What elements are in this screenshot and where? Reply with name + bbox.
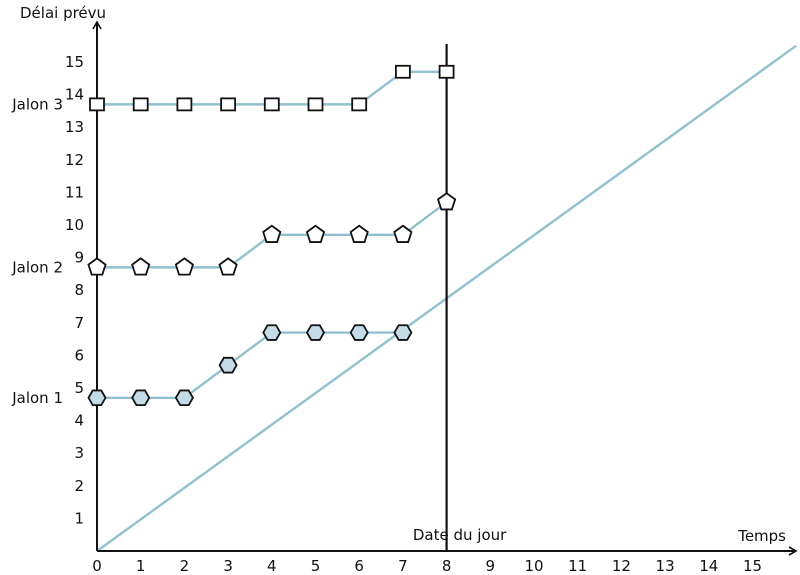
x-tick-label: 14 [699, 557, 718, 575]
marker-jalon-3 [89, 97, 105, 112]
x-tick-label: 3 [223, 557, 233, 575]
y-tick-label: 10 [65, 216, 84, 234]
series-label-jalon-2: Jalon 2 [11, 258, 63, 276]
marker-jalon-3 [263, 97, 280, 112]
y-tick-label: 3 [74, 444, 84, 462]
y-tick-label: 15 [65, 53, 84, 71]
x-tick-label: 9 [486, 557, 496, 575]
y-tick-label: 11 [65, 183, 84, 201]
marker-jalon-3 [307, 97, 324, 112]
x-tick-label: 12 [612, 557, 631, 575]
marker-jalon-3 [351, 97, 368, 112]
marker-jalon-2 [218, 257, 238, 276]
marker-jalon-3 [132, 97, 149, 112]
x-tick-label: 1 [136, 557, 146, 575]
series-label-jalon-1: Jalon 1 [11, 389, 63, 407]
y-axis-title: Délai prévu [20, 4, 106, 22]
y-tick-label: 4 [74, 412, 84, 430]
marker-jalon-1 [87, 389, 107, 407]
x-tick-label: 15 [743, 557, 762, 575]
y-tick-label: 1 [74, 509, 84, 527]
series-line-jalon-1 [97, 331, 403, 399]
x-tick-label: 11 [568, 557, 587, 575]
marker-jalon-2 [262, 224, 282, 243]
x-tick-label: 0 [92, 557, 102, 575]
marker-jalon-3 [438, 64, 455, 79]
y-tick-label: 9 [74, 249, 84, 267]
marker-jalon-2 [349, 224, 369, 243]
y-tick-label: 5 [74, 379, 84, 397]
y-tick-label: 6 [74, 346, 84, 364]
marker-jalon-1 [262, 324, 282, 341]
marker-jalon-2 [174, 257, 195, 276]
today-label: Date du jour [413, 526, 507, 544]
marker-jalon-2 [87, 257, 107, 276]
y-tick-label: 8 [74, 281, 84, 299]
marker-jalon-1 [131, 389, 151, 407]
y-tick-label: 2 [74, 477, 84, 495]
marker-jalon-3 [220, 97, 237, 112]
marker-jalon-1 [218, 356, 238, 374]
x-axis-title: Temps [737, 527, 786, 545]
marker-jalon-2 [393, 224, 413, 243]
x-tick-label: 8 [442, 557, 452, 575]
marker-jalon-1 [393, 324, 413, 341]
marker-jalon-1 [305, 324, 326, 341]
x-tick-label: 2 [180, 557, 190, 575]
x-tick-label: 4 [267, 557, 277, 575]
y-tick-label: 14 [65, 86, 84, 104]
marker-jalon-3 [176, 97, 193, 112]
marker-jalon-2 [305, 224, 326, 243]
y-tick-label: 13 [65, 118, 84, 136]
y-tick-label: 12 [65, 151, 84, 169]
y-tick-label: 7 [74, 314, 84, 332]
x-tick-label: 7 [398, 557, 408, 575]
marker-jalon-1 [174, 389, 194, 407]
series-label-jalon-3: Jalon 3 [11, 95, 63, 113]
marker-jalon-2 [436, 192, 457, 211]
x-tick-label: 13 [656, 557, 675, 575]
marker-jalon-3 [394, 64, 411, 79]
marker-jalon-2 [131, 257, 151, 276]
x-tick-label: 5 [311, 557, 321, 575]
x-tick-label: 10 [524, 557, 543, 575]
marker-jalon-1 [349, 324, 369, 341]
x-tick-label: 6 [354, 557, 364, 575]
